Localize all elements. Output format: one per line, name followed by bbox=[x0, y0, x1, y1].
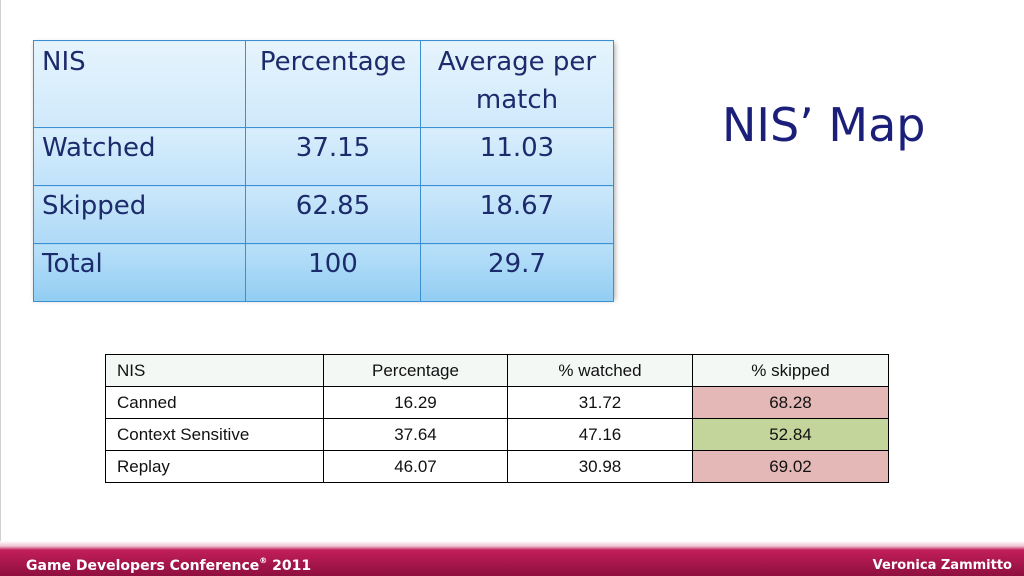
detail-cell-percentage: 37.64 bbox=[323, 418, 508, 451]
slide-edge bbox=[0, 0, 1, 546]
summary-table-container: NIS Percentage Average per match Watched… bbox=[33, 40, 614, 302]
table-row: Replay 46.07 30.98 69.02 bbox=[105, 450, 889, 483]
summary-cell-label: Watched bbox=[33, 127, 246, 186]
summary-cell-label: Total bbox=[33, 243, 246, 302]
footer-author: Veronica Zammitto bbox=[872, 558, 1012, 573]
table-row: Canned 16.29 31.72 68.28 bbox=[105, 386, 889, 419]
footer-conference-name: Game Developers Conference bbox=[26, 558, 260, 574]
footer-year: 2011 bbox=[267, 558, 312, 574]
footer-registered-mark: ® bbox=[259, 556, 268, 565]
summary-cell-percentage: 37.15 bbox=[245, 127, 421, 186]
detail-header-watched: % watched bbox=[507, 354, 693, 387]
footer-highlight bbox=[0, 541, 1024, 547]
detail-cell-watched: 31.72 bbox=[507, 386, 693, 419]
footer-band bbox=[0, 546, 1024, 576]
detail-cell-percentage: 46.07 bbox=[323, 450, 508, 483]
detail-cell-watched: 30.98 bbox=[507, 450, 693, 483]
detail-header-skipped: % skipped bbox=[692, 354, 889, 387]
slide-title: NIS’ Map bbox=[722, 98, 926, 152]
table-row: Watched 37.15 11.03 bbox=[33, 127, 614, 186]
summary-cell-percentage: 100 bbox=[245, 243, 421, 302]
summary-cell-percentage: 62.85 bbox=[245, 185, 421, 244]
summary-header-average: Average per match bbox=[420, 40, 614, 128]
detail-table-header-row: NIS Percentage % watched % skipped bbox=[105, 354, 889, 387]
detail-table: NIS Percentage % watched % skipped Canne… bbox=[105, 354, 889, 483]
table-row: Skipped 62.85 18.67 bbox=[33, 185, 614, 244]
footer-conference: Game Developers Conference® 2011 bbox=[26, 556, 312, 574]
summary-header-nis: NIS bbox=[33, 40, 246, 128]
detail-header-percentage: Percentage bbox=[323, 354, 508, 387]
summary-cell-average: 11.03 bbox=[420, 127, 614, 186]
summary-cell-average: 18.67 bbox=[420, 185, 614, 244]
summary-table-header-row: NIS Percentage Average per match bbox=[33, 40, 614, 128]
detail-cell-watched: 47.16 bbox=[507, 418, 693, 451]
detail-cell-skipped: 52.84 bbox=[692, 418, 889, 451]
detail-header-nis: NIS bbox=[105, 354, 324, 387]
detail-cell-skipped: 69.02 bbox=[692, 450, 889, 483]
detail-cell-percentage: 16.29 bbox=[323, 386, 508, 419]
detail-cell-type: Context Sensitive bbox=[105, 418, 324, 451]
summary-header-percentage: Percentage bbox=[245, 40, 421, 128]
summary-cell-average: 29.7 bbox=[420, 243, 614, 302]
summary-table: NIS Percentage Average per match Watched… bbox=[33, 40, 614, 302]
detail-cell-skipped: 68.28 bbox=[692, 386, 889, 419]
detail-cell-type: Canned bbox=[105, 386, 324, 419]
table-row: Total 100 29.7 bbox=[33, 243, 614, 302]
summary-cell-label: Skipped bbox=[33, 185, 246, 244]
detail-cell-type: Replay bbox=[105, 450, 324, 483]
table-row: Context Sensitive 37.64 47.16 52.84 bbox=[105, 418, 889, 451]
